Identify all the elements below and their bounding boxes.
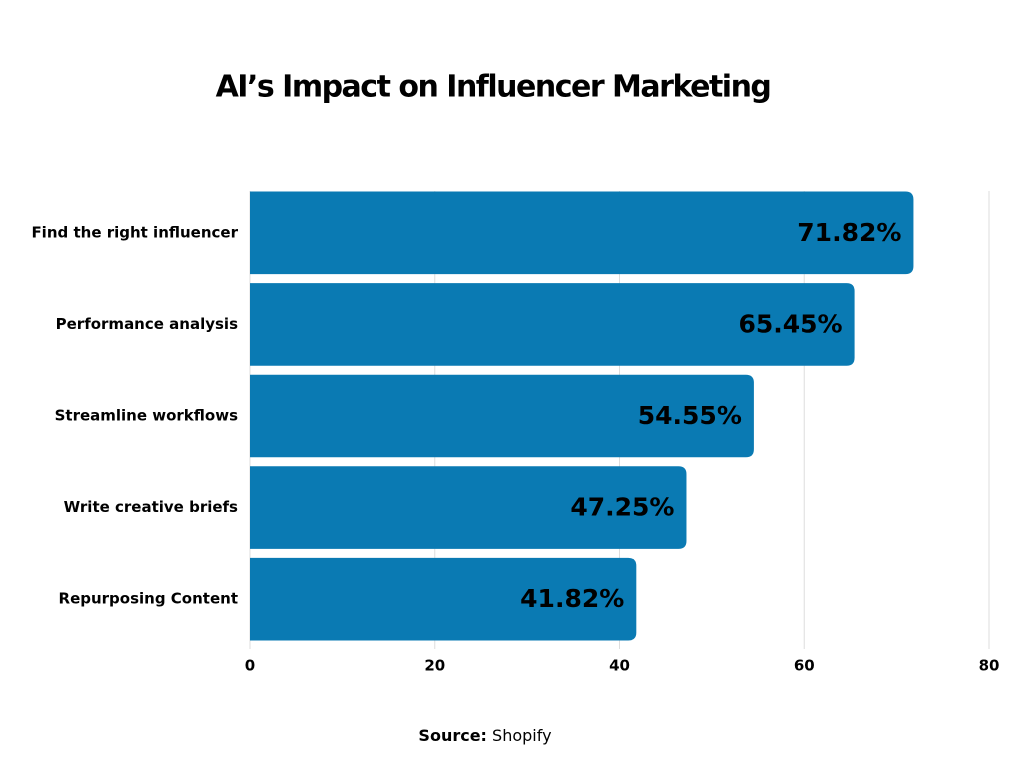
x-tick-label: 60 <box>794 657 815 675</box>
bar <box>250 191 914 275</box>
bars: 71.82% 65.45% 54.55% 47.25% 41.82% <box>250 191 914 641</box>
y-tick-label: Performance analysis <box>56 315 238 333</box>
source-label: Source: <box>418 726 487 745</box>
x-tick-label: 40 <box>609 657 630 675</box>
x-tick-label: 20 <box>424 657 445 675</box>
chart-title: AI’s Impact on Influencer Marketing <box>216 70 771 105</box>
x-tick-label: 80 <box>979 657 1000 675</box>
bar <box>250 557 637 641</box>
bar <box>250 466 687 549</box>
value-label: 65.45% <box>738 309 842 338</box>
y-tick-label: Repurposing Content <box>59 590 238 608</box>
y-tick-label: Streamline workflows <box>55 407 238 425</box>
value-label: 54.55% <box>638 401 742 430</box>
y-tick-label: Find the right influencer <box>31 223 238 241</box>
source: Source: Shopify <box>418 726 551 745</box>
value-label: 41.82% <box>520 584 624 613</box>
bar <box>250 374 754 458</box>
x-tick-label: 0 <box>245 657 255 675</box>
y-tick-label: Write creative briefs <box>64 498 238 516</box>
source-name: Shopify <box>492 726 552 745</box>
bar <box>250 283 855 366</box>
value-label: 71.82% <box>797 218 901 247</box>
value-label: 47.25% <box>570 493 674 522</box>
